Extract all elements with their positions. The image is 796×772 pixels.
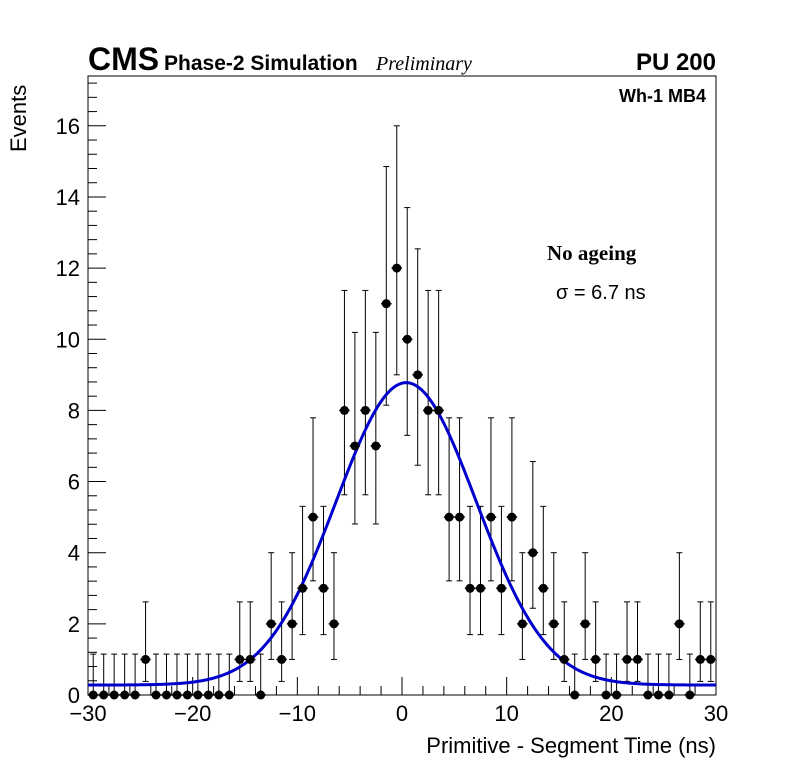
data-point	[633, 654, 642, 664]
data-point	[570, 690, 580, 700]
x-axis-label: Primitive - Segment Time (ns)	[426, 733, 716, 758]
data-point	[256, 690, 266, 700]
y-tick-label: 14	[56, 185, 80, 210]
subtitle: Phase-2 Simulation	[164, 52, 358, 75]
data-point	[360, 405, 370, 415]
x-tick-label: −20	[174, 701, 211, 726]
data-point	[674, 619, 684, 629]
data-point	[245, 654, 255, 664]
data-point	[507, 512, 517, 522]
data-point	[277, 654, 287, 664]
data-point	[308, 512, 318, 522]
data-point	[413, 370, 423, 380]
data-point	[643, 690, 653, 700]
data-point	[193, 690, 203, 700]
data-point	[612, 690, 622, 700]
data-point	[528, 548, 538, 558]
data-point	[402, 334, 412, 344]
condition-label: No ageing	[547, 241, 637, 265]
data-point	[601, 690, 611, 700]
data-point	[203, 690, 213, 700]
data-point	[381, 299, 391, 309]
y-tick-label: 12	[56, 256, 80, 281]
x-tick-label: 30	[704, 701, 728, 726]
data-point	[224, 690, 234, 700]
y-tick-label: 8	[68, 398, 80, 423]
data-point	[182, 690, 192, 700]
data-point	[455, 512, 465, 522]
y-tick-label: 4	[68, 541, 80, 566]
data-point	[109, 690, 119, 700]
error-bars	[88, 125, 716, 696]
x-tick-label: 20	[599, 701, 623, 726]
y-tick-label: 10	[56, 327, 80, 352]
data-point	[423, 405, 433, 415]
data-points	[88, 263, 716, 700]
y-tick-label: 0	[68, 683, 80, 708]
region-label: Wh-1 MB4	[619, 86, 706, 106]
data-point	[287, 619, 297, 629]
data-point	[549, 619, 559, 629]
sigma-label: σ = 6.7 ns	[556, 282, 646, 304]
data-point	[235, 654, 245, 664]
data-point	[591, 654, 601, 664]
y-axis-label: Events	[6, 85, 31, 152]
x-tick-label: 0	[396, 701, 408, 726]
x-tick-labels: −30 −20 −10 0 10 20 30	[69, 701, 728, 726]
cms-logo: CMS	[88, 41, 159, 77]
data-point	[99, 690, 109, 700]
y-tick-label: 16	[56, 114, 80, 139]
data-point	[141, 654, 151, 664]
data-point	[538, 583, 548, 593]
data-point	[350, 441, 360, 451]
data-point	[162, 690, 171, 700]
data-point	[298, 583, 308, 593]
axis-ticks	[87, 82, 717, 696]
data-point	[214, 690, 224, 700]
data-point	[339, 405, 349, 415]
data-point	[88, 690, 98, 700]
x-tick-label: −10	[279, 701, 316, 726]
data-point	[434, 405, 444, 415]
data-point	[329, 619, 339, 629]
data-point	[476, 583, 485, 593]
data-point	[172, 690, 182, 700]
data-point	[685, 690, 695, 700]
data-point	[130, 690, 140, 700]
data-point	[664, 690, 674, 700]
y-tick-labels: 0 2 4 6 8 10 12 14 16	[56, 114, 80, 708]
data-point	[706, 654, 716, 664]
data-point	[622, 654, 632, 664]
data-point	[444, 512, 454, 522]
data-point	[580, 619, 590, 629]
data-point	[653, 690, 663, 700]
data-point	[559, 654, 569, 664]
data-point	[151, 690, 161, 700]
data-point	[120, 690, 130, 700]
x-tick-label: 10	[494, 701, 518, 726]
data-point	[695, 654, 705, 664]
y-tick-label: 6	[68, 470, 80, 495]
pileup-label: PU 200	[636, 49, 716, 76]
gaussian-fit-curve	[88, 381, 716, 687]
y-tick-label: 2	[68, 612, 80, 637]
data-point	[371, 441, 381, 451]
x-tick-label: −30	[69, 701, 106, 726]
data-point	[266, 619, 276, 629]
plot-frame	[87, 75, 717, 696]
data-point	[496, 583, 506, 593]
data-point	[517, 619, 527, 629]
data-point	[392, 263, 402, 273]
data-point	[319, 583, 328, 593]
data-point	[465, 583, 475, 593]
status-label: Preliminary	[375, 53, 472, 75]
data-point	[486, 512, 496, 522]
